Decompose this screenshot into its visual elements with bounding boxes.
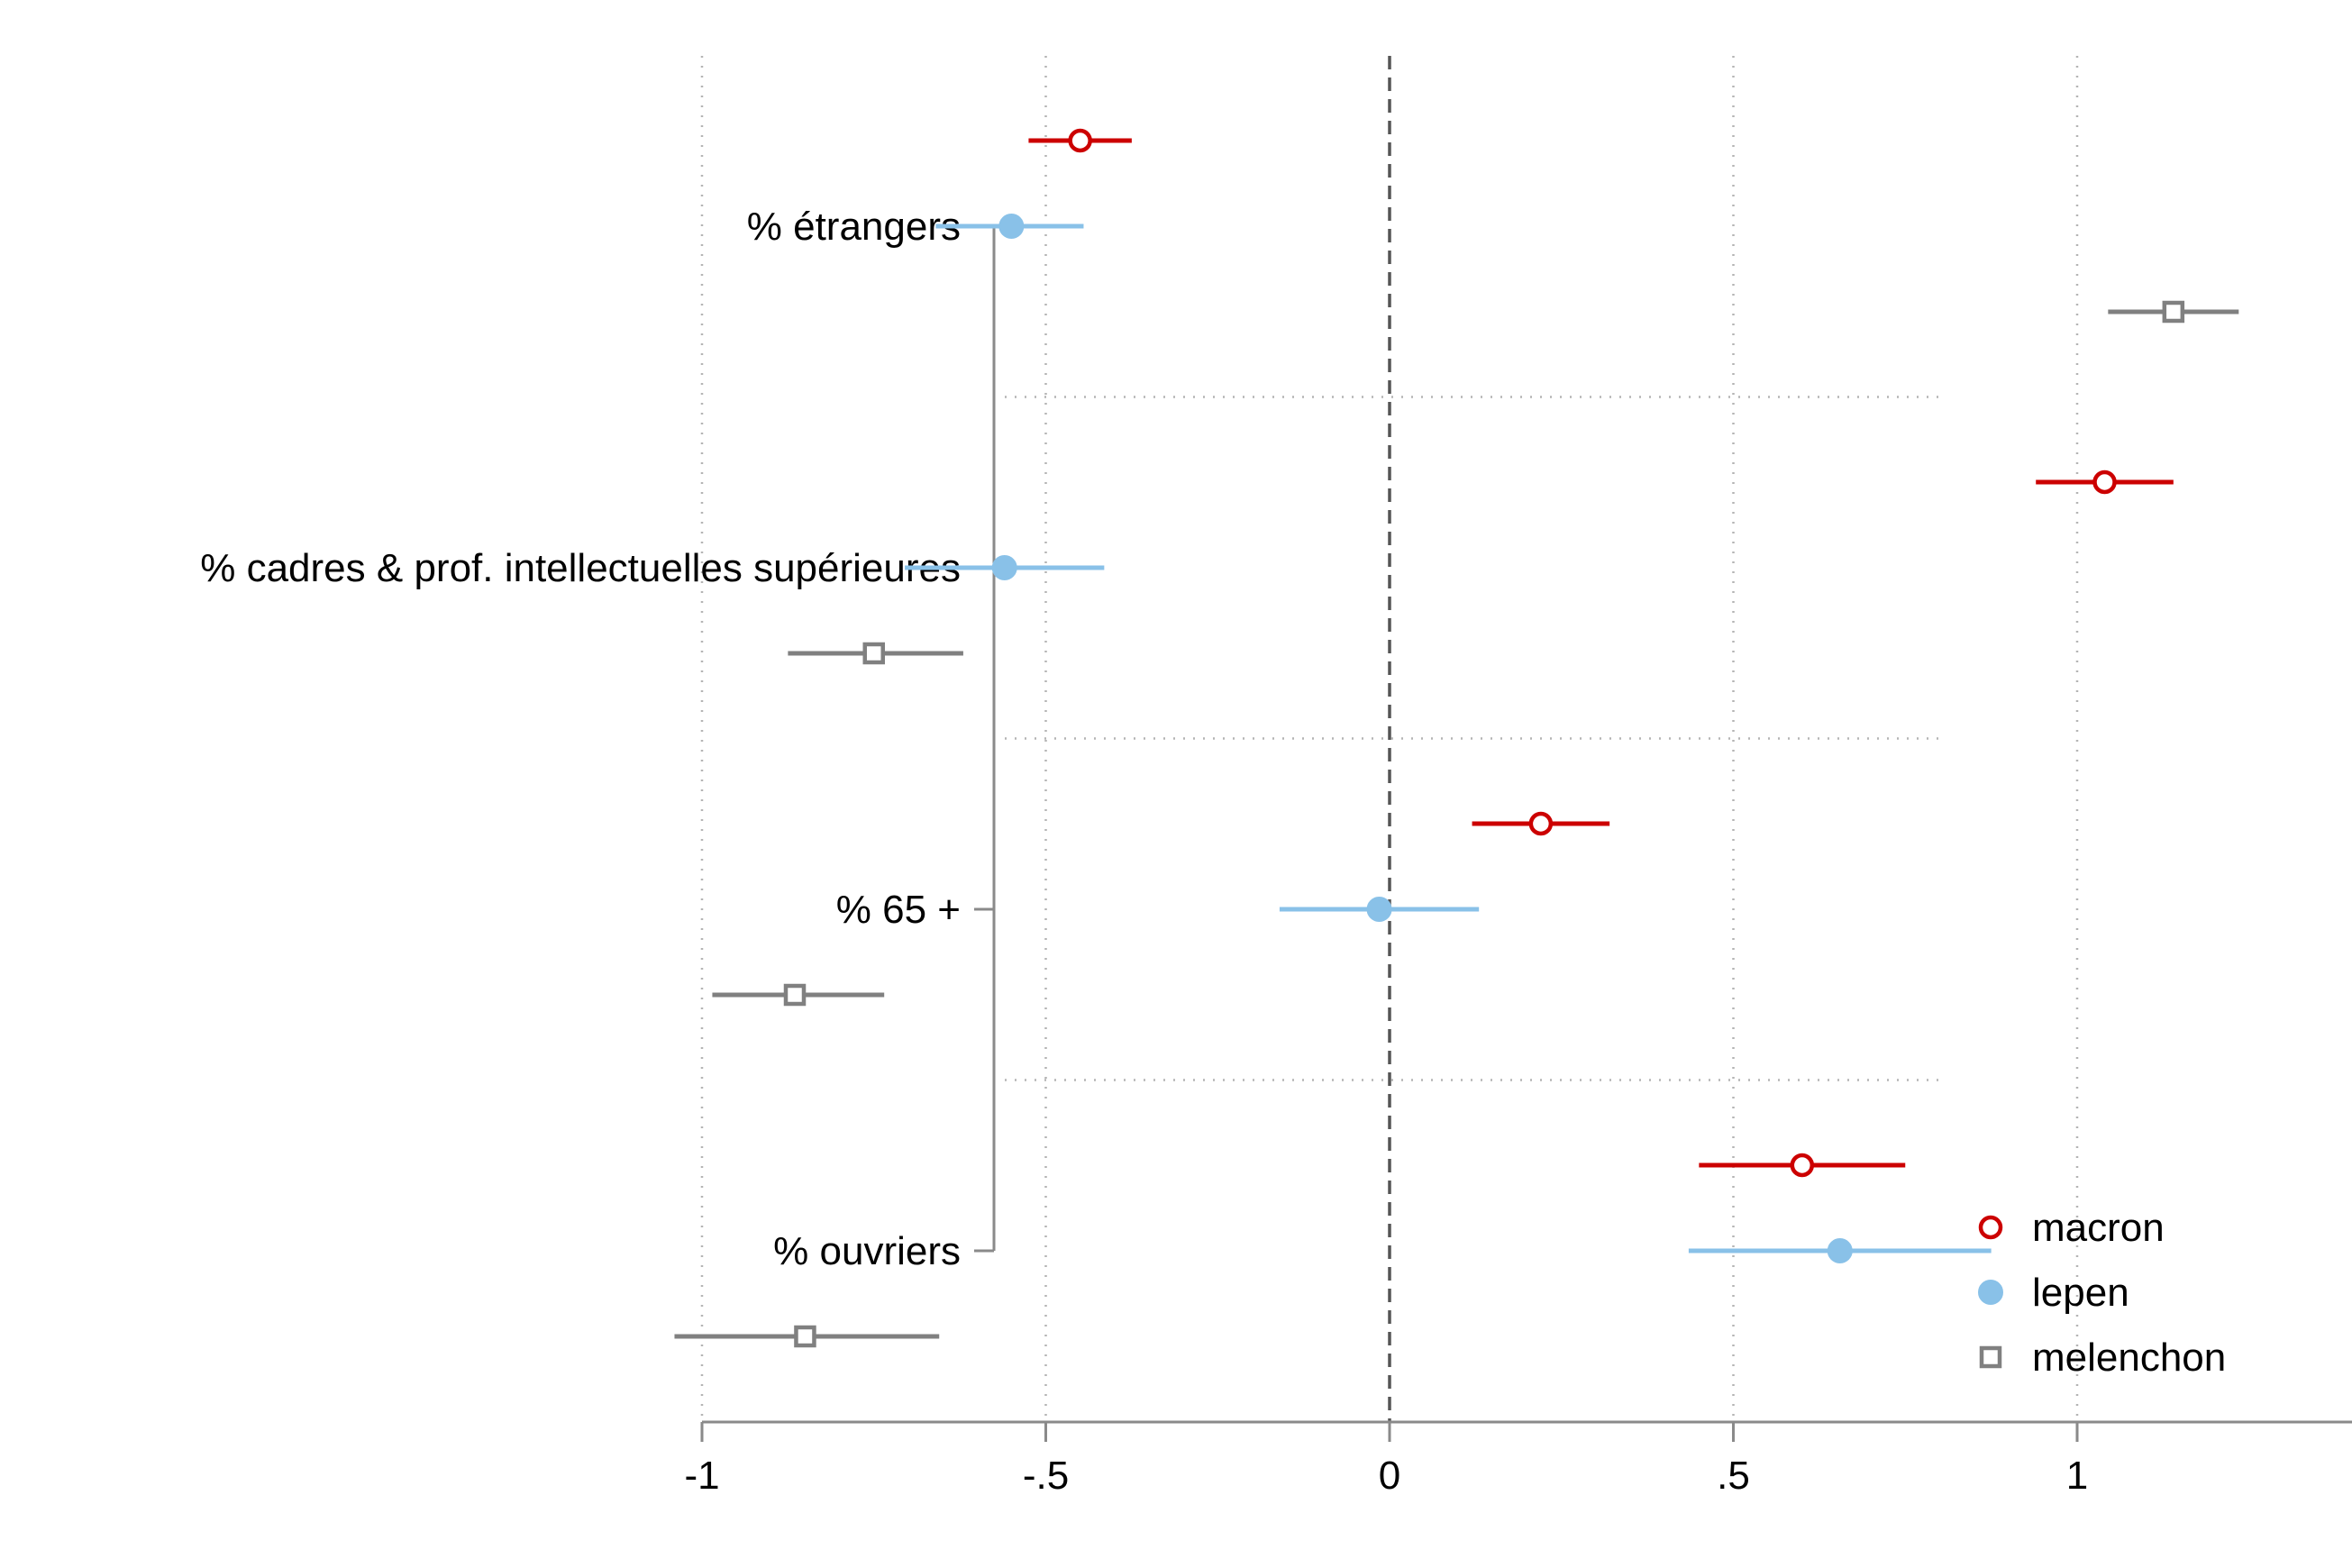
point-lepen xyxy=(1366,897,1392,922)
point-macron xyxy=(1790,1153,1815,1178)
data-marks xyxy=(674,128,2239,1348)
legend-marker-melenchon xyxy=(1979,1345,2002,1369)
legend-label-macron: macron xyxy=(2032,1206,2165,1250)
point-macron xyxy=(2092,469,2117,495)
legend-label-lepen: lepen xyxy=(2032,1271,2129,1315)
x-tick-label: 0 xyxy=(1379,1454,1400,1498)
point-lepen xyxy=(998,214,1025,239)
axes: -1-.50.511.5% étrangers% cadres & prof. … xyxy=(200,205,2352,1498)
point-melenchon xyxy=(783,983,807,1007)
y-category-label: % étrangers xyxy=(747,205,961,249)
x-tick-label: -.5 xyxy=(1023,1454,1069,1498)
grid-lines xyxy=(700,56,2079,1422)
legend-marker-macron xyxy=(1978,1215,2003,1240)
point-macron xyxy=(1528,811,1554,836)
legend-marker-lepen xyxy=(1978,1280,2003,1305)
point-melenchon xyxy=(794,1325,816,1348)
y-category-label: % 65 + xyxy=(836,888,961,932)
point-melenchon xyxy=(862,642,885,665)
point-lepen xyxy=(1827,1238,1853,1263)
point-lepen xyxy=(991,555,1017,580)
x-tick-label: 1 xyxy=(2066,1454,2088,1498)
point-melenchon xyxy=(2162,300,2185,324)
x-tick-label: -1 xyxy=(684,1454,719,1498)
point-macron xyxy=(1068,128,1092,153)
y-category-label: % ouvriers xyxy=(773,1229,961,1273)
legend: macron lepen melenchon xyxy=(1978,1206,2226,1380)
y-category-label: % cadres & prof. intellectuelles supérie… xyxy=(200,546,961,590)
x-tick-label: .5 xyxy=(1717,1454,1750,1498)
legend-label-melenchon: melenchon xyxy=(2032,1336,2226,1380)
